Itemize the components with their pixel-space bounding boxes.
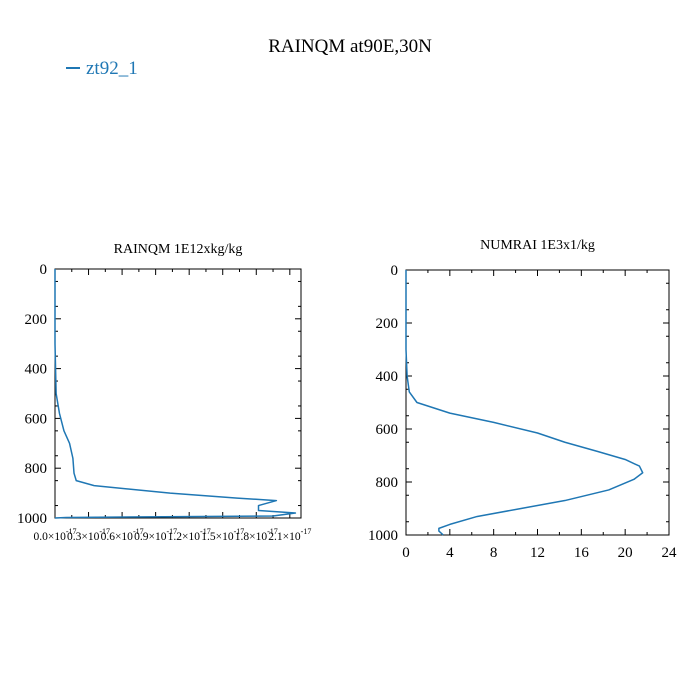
chart-2-xtick-label: 8	[490, 545, 498, 561]
chart-2-ytick-label: 1000	[368, 528, 398, 544]
chart-2-title: NUMRAI 1E3x1/kg	[480, 238, 595, 253]
chart-1-xtick-label: 0.3×10-17	[67, 527, 110, 543]
chart-1-xtick-label: 0.6×10-17	[101, 527, 144, 543]
chart-2-xtick-label: 24	[662, 545, 678, 561]
chart-2-frame	[405, 269, 670, 536]
chart-2-ytick-label: 0	[391, 263, 399, 279]
chart-2-series-line-1	[405, 270, 644, 536]
chart-1-ytick-label: 0	[40, 262, 48, 278]
chart-1-xtick-label: 2.1×10-17	[268, 527, 311, 543]
chart-2-xtick-label: 20	[618, 545, 633, 561]
chart-2-xtick-label: 0	[402, 545, 410, 561]
chart-2-xtick-label: 16	[574, 545, 590, 561]
chart-2-xtick-label: 12	[530, 545, 545, 561]
chart-1-frame	[54, 268, 302, 519]
chart-1-series-line-1	[54, 269, 297, 519]
chart-1-ytick-label: 400	[25, 362, 48, 378]
chart-1-xtick-label: 1.8×10-17	[235, 527, 278, 543]
chart-1-xtick-label: 1.5×10-17	[201, 527, 244, 543]
chart-2-ytick-label: 800	[376, 475, 399, 491]
legend: zt92_1	[66, 58, 138, 80]
chart-1-ytick-label: 600	[25, 411, 48, 427]
chart-2-ytick-label: 200	[376, 316, 399, 332]
chart-1-ytick-label: 800	[25, 461, 48, 477]
legend-swatch	[66, 66, 80, 69]
chart-1-ytick-label: 200	[25, 312, 48, 328]
chart-1-title: RAINQM 1E12xkg/kg	[114, 242, 243, 257]
page-title: RAINQM at90E,30N	[268, 36, 432, 57]
chart-1-xtick-label: 0.9×10-17	[134, 527, 177, 543]
chart-2-ytick-label: 400	[376, 369, 399, 385]
chart-1-ytick-label: 1000	[17, 511, 47, 527]
chart-2-xtick-label: 4	[446, 545, 454, 561]
chart-1-xtick-label: 1.2×10-17	[168, 527, 211, 543]
chart-2-ytick-label: 600	[376, 422, 399, 438]
chart-1-xtick-label: 0.0×10-17	[33, 527, 76, 543]
legend-label: zt92_1	[86, 58, 138, 79]
